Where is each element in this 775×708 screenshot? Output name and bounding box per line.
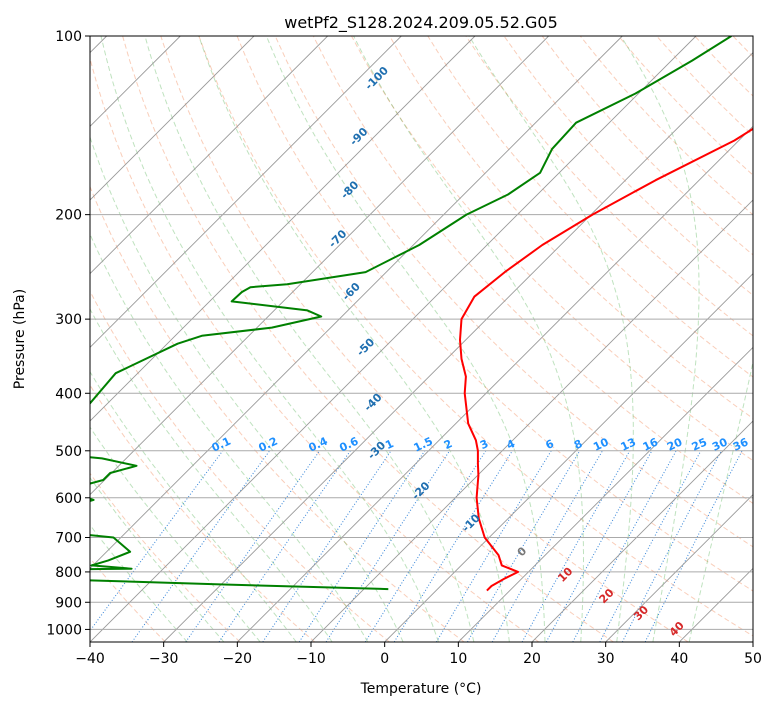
dry-adiabat-line — [90, 384, 316, 642]
dry-adiabat-line — [274, 36, 753, 548]
mixing-ratio-label: 10 — [591, 435, 611, 453]
isotherm-line — [237, 125, 753, 642]
moist-adiabat-line — [353, 36, 584, 642]
x-tick-label: 10 — [449, 651, 467, 667]
isotherm-line — [752, 641, 753, 642]
isotherm-line — [163, 52, 753, 642]
moist-adiabat-line — [198, 36, 510, 642]
moist-adiabat-line — [90, 426, 261, 642]
y-tick-label: 100 — [55, 29, 82, 45]
dry-adiabat-line — [90, 290, 390, 642]
dry-adiabat-line — [771, 36, 775, 642]
dry-adiabat-line — [90, 185, 465, 642]
y-axis-label: Pressure (hPa) — [12, 289, 28, 389]
isotherm-line — [90, 36, 328, 275]
dry-adiabat-line — [90, 557, 166, 642]
mixing-ratio-label: 25 — [690, 435, 709, 453]
x-tick-label: −10 — [296, 651, 326, 667]
dry-adiabat-line — [90, 56, 540, 642]
isotherm-line — [90, 36, 402, 348]
moist-adiabat-line — [100, 36, 439, 642]
x-axis-label: Temperature (°C) — [360, 681, 482, 697]
dry-adiabat-line — [236, 36, 753, 592]
mixing-ratio-line — [298, 450, 426, 642]
moist-adiabat-line — [90, 307, 333, 642]
x-tick-label: 40 — [670, 651, 688, 667]
moist-adiabat-line — [90, 135, 404, 642]
moist-adiabat-line — [144, 36, 475, 642]
isotherm-line — [531, 420, 753, 642]
y-tick-label: 900 — [55, 595, 82, 611]
isotherm-line — [384, 273, 753, 642]
isotherm-line — [310, 199, 753, 642]
y-tick-label: 600 — [55, 491, 82, 507]
x-tick-label: −40 — [75, 651, 105, 667]
x-axis: −40 −30 −20 −10 0 10 20 30 40 50 — [75, 642, 762, 667]
mixing-ratio-label: 13 — [619, 435, 638, 453]
mixing-ratio-line — [262, 450, 392, 642]
isotherm-line — [605, 494, 753, 642]
x-tick-label: −30 — [149, 651, 179, 667]
mixing-ratio-line — [325, 450, 451, 642]
mixing-ratio-line — [435, 450, 552, 642]
x-tick-label: 30 — [597, 651, 615, 667]
dry-adiabat-line — [503, 36, 753, 296]
mixing-ratio-line — [364, 450, 487, 642]
plot-area — [90, 36, 753, 642]
dry-adiabat-line — [351, 36, 753, 462]
y-tick-label: 400 — [55, 386, 82, 402]
isotherm-line — [90, 36, 255, 201]
dry-adiabat-line — [90, 472, 241, 642]
dry-adiabat-line — [427, 36, 753, 378]
moist-adiabat-line — [90, 370, 297, 642]
mixing-ratio-label: 30 — [710, 435, 730, 453]
y-axis: 100 200 300 400 500 600 700 800 900 1000 — [46, 29, 90, 638]
mixing-ratio-label: 36 — [731, 435, 751, 453]
isotherm-line — [90, 36, 697, 642]
mixing-ratio-label: 16 — [641, 435, 661, 453]
chart-title: wetPf2_S128.2024.209.05.52.G05 — [284, 13, 558, 33]
y-tick-label: 800 — [55, 565, 82, 581]
mixing-ratio-line — [131, 450, 271, 642]
mixing-ratio-line — [545, 450, 653, 642]
mixing-ratio-line — [621, 450, 722, 642]
isotherm-line — [90, 36, 549, 496]
x-tick-label: 20 — [523, 651, 541, 667]
mixing-ratio-line — [467, 450, 581, 642]
x-tick-label: 50 — [744, 651, 762, 667]
x-tick-label: 0 — [380, 651, 389, 667]
dry-adiabat-line — [198, 36, 753, 637]
moist-adiabat-line — [688, 359, 753, 642]
isotherm-line — [458, 346, 753, 642]
y-tick-label: 300 — [55, 312, 82, 328]
isotherm-line — [90, 36, 476, 422]
moist-adiabat-line — [265, 36, 546, 642]
moist-adiabat-line — [90, 476, 225, 642]
mixing-ratio-label: 20 — [665, 435, 685, 453]
plot-frame — [89, 35, 754, 643]
moist-adiabat-line — [620, 36, 700, 642]
temperature-trace — [459, 127, 753, 592]
dewpoint-trace — [90, 36, 732, 591]
profile-traces — [90, 36, 753, 592]
y-tick-label: 1000 — [46, 622, 82, 638]
moist-adiabat-line — [90, 232, 369, 642]
y-tick-label: 500 — [55, 444, 82, 460]
mixing-ratio-line — [185, 450, 321, 642]
mixing-ratio-line — [90, 450, 224, 632]
y-tick-label: 700 — [55, 531, 82, 547]
dry-adiabat-line — [122, 36, 614, 642]
dry-adiabat-line — [160, 36, 689, 642]
x-tick-label: −20 — [223, 651, 253, 667]
y-tick-label: 200 — [55, 208, 82, 224]
